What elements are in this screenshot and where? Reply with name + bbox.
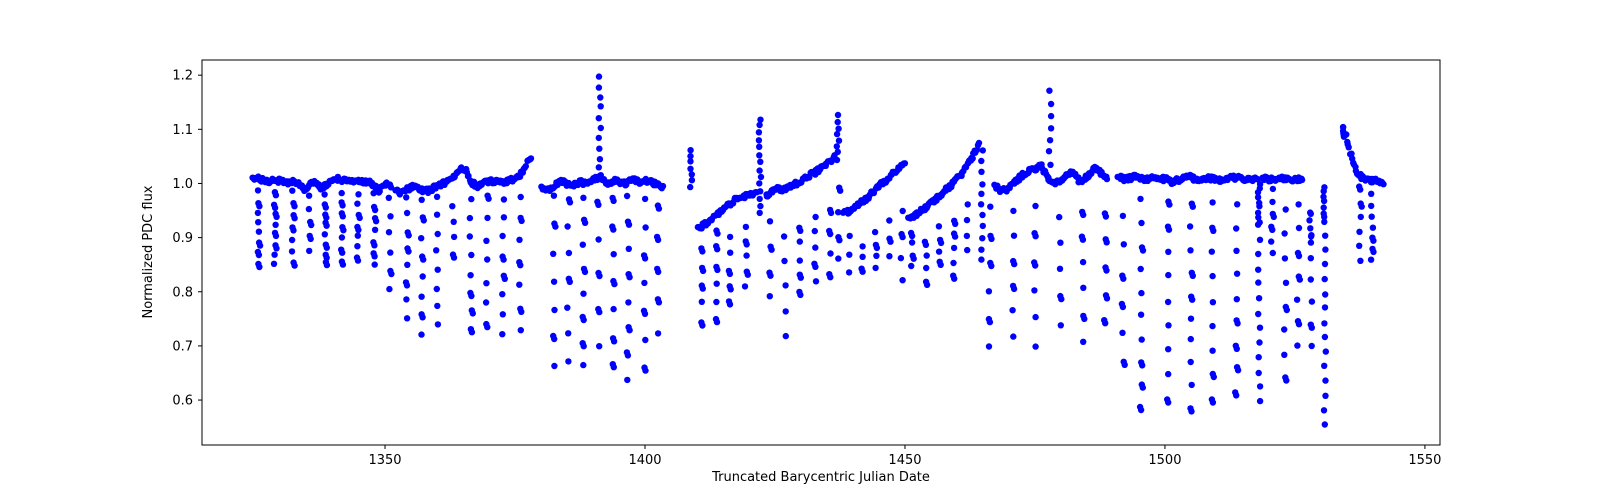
y-axis-ticks <box>198 74 202 401</box>
y-tick-label: 1.0 <box>172 177 193 192</box>
y-tick-label: 0.9 <box>172 231 193 246</box>
x-tick-label: 1450 <box>888 453 921 468</box>
x-tick-label: 1500 <box>1148 453 1181 468</box>
y-tick-label: 1.2 <box>172 69 193 84</box>
x-tick-labels: 1350 1400 1450 1500 1550 <box>368 453 1441 468</box>
y-tick-label: 0.7 <box>172 339 193 354</box>
x-tick-label: 1550 <box>1408 453 1441 468</box>
x-axis-ticks <box>384 445 1426 449</box>
scatter-points <box>249 73 1387 428</box>
y-tick-label: 1.1 <box>172 123 193 138</box>
x-tick-label: 1350 <box>368 453 401 468</box>
plot-spines <box>201 59 1441 446</box>
y-tick-label: 0.6 <box>172 394 193 409</box>
x-tick-label: 1400 <box>628 453 661 468</box>
y-tick-labels: 0.6 0.7 0.8 0.9 1.0 1.1 1.2 <box>172 69 193 409</box>
x-axis-label: Truncated Barycentric Julian Date <box>711 470 930 485</box>
y-axis-label: Normalized PDC flux <box>141 185 156 318</box>
y-tick-label: 0.8 <box>172 285 193 300</box>
